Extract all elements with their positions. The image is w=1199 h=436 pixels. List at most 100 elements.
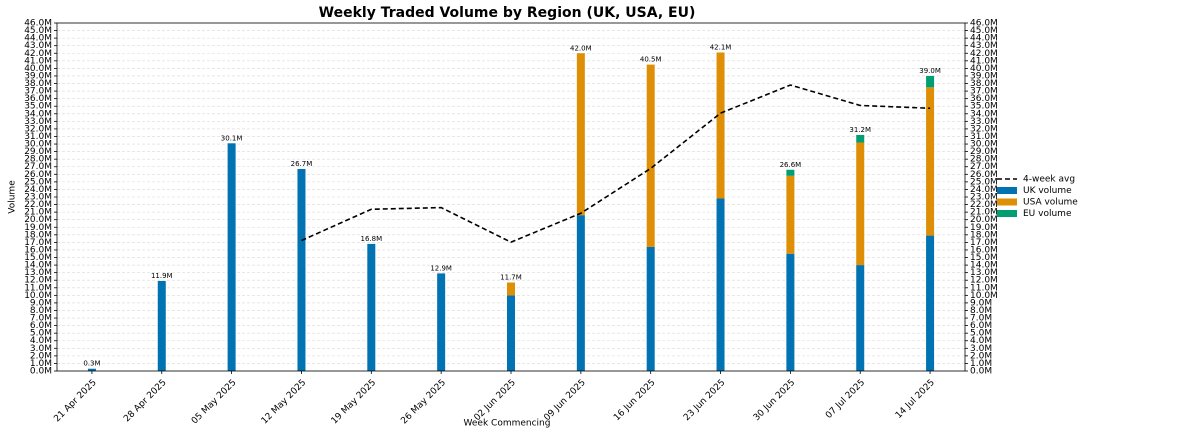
legend-swatch: [997, 198, 1017, 206]
y-tick-label: 14.0M: [24, 261, 52, 271]
y-tick-label: 28.0M: [24, 155, 52, 165]
y2-tick-label: 40.0M: [970, 64, 998, 74]
y-tick-label: 12.0M: [24, 276, 52, 286]
y2-tick-label: 20.0M: [970, 215, 998, 225]
y-tick-label: 6.0M: [30, 321, 52, 331]
y-tick-label: 0.0M: [30, 367, 52, 377]
avg-line: [301, 84, 931, 244]
x-tick-label: 12 May 2025: [260, 378, 309, 427]
x-tick-label: 09 Jun 2025: [542, 378, 587, 423]
bar-segment: [157, 280, 166, 371]
bar-segment: [646, 64, 655, 247]
y-tick-label: 18.0M: [24, 230, 52, 240]
y-tick-label: 45.0M: [24, 26, 52, 36]
y2-tick-label: 9.0M: [970, 298, 992, 308]
bar-segment: [716, 198, 725, 371]
y-tick-label: 27.0M: [24, 162, 52, 172]
bar-segment: [576, 53, 585, 216]
plot-frame: [56, 22, 966, 372]
total-label: 42.1M: [710, 44, 732, 52]
total-label: 11.7M: [500, 273, 522, 281]
x-tick-label: 28 Apr 2025: [122, 378, 168, 424]
y2-tick-label: 16.0M: [970, 245, 998, 255]
x-axis-label: Week Commencing: [464, 419, 551, 429]
y2-tick-label: 24.0M: [970, 185, 998, 195]
total-label: 30.1M: [221, 134, 243, 142]
y2-tick-label: 11.0M: [970, 283, 998, 293]
y-tick-label: 17.0M: [24, 238, 52, 248]
x-tick-label: 26 May 2025: [399, 378, 448, 427]
x-tick-label: 30 Jun 2025: [752, 378, 797, 423]
y2-tick-label: 1.0M: [970, 359, 992, 369]
legend-label: 4-week avg: [1023, 175, 1075, 185]
y2-tick-label: 27.0M: [970, 162, 998, 172]
y2-tick-label: 32.0M: [970, 124, 998, 134]
y-tick-label: 44.0M: [24, 34, 52, 44]
y2-tick-label: 29.0M: [970, 147, 998, 157]
y2-tick-label: 41.0M: [970, 56, 998, 66]
y-tick-label: 41.0M: [24, 56, 52, 66]
y-tick-label: 39.0M: [24, 71, 52, 81]
total-label: 39.0M: [919, 67, 941, 75]
bar-segment: [576, 215, 585, 371]
y2-tick-label: 15.0M: [970, 253, 998, 263]
bar-segment: [786, 253, 795, 371]
y-tick-label: 8.0M: [30, 306, 52, 316]
x-tick-label: 14 Jul 2025: [894, 378, 937, 421]
y-tick-label: 36.0M: [24, 94, 52, 104]
total-label: 26.6M: [780, 161, 802, 169]
total-label: 40.5M: [640, 56, 662, 64]
y-tick-label: 43.0M: [24, 41, 52, 51]
y2-tick-label: 18.0M: [970, 230, 998, 240]
x-tick-label: 05 May 2025: [190, 378, 239, 427]
y-tick-label: 21.0M: [24, 208, 52, 218]
y-tick-label: 40.0M: [24, 64, 52, 74]
y2-tick-label: 0.0M: [970, 367, 992, 377]
y2-tick-label: 6.0M: [970, 321, 992, 331]
y-tick-label: 3.0M: [30, 344, 52, 354]
y2-tick-label: 36.0M: [970, 94, 998, 104]
y2-tick-label: 13.0M: [970, 268, 998, 278]
y2-tick-label: 23.0M: [970, 193, 998, 203]
bar-segment: [646, 246, 655, 371]
y-tick-label: 34.0M: [24, 109, 52, 119]
total-label: 26.7M: [291, 160, 313, 168]
y2-tick-label: 26.0M: [970, 170, 998, 180]
total-label: 31.2M: [849, 126, 871, 134]
y2-tick-label: 35.0M: [970, 102, 998, 112]
y-tick-label: 9.0M: [30, 298, 52, 308]
legend-label: USA volume: [1023, 198, 1078, 208]
y2-tick-label: 12.0M: [970, 276, 998, 286]
y2-tick-label: 22.0M: [970, 200, 998, 210]
x-tick-label: 16 Jun 2025: [612, 378, 657, 423]
y2-tick-label: 5.0M: [970, 329, 992, 339]
y-tick-label: 2.0M: [30, 351, 52, 361]
y2-tick-label: 33.0M: [970, 117, 998, 127]
y-tick-label: 5.0M: [30, 329, 52, 339]
y-tick-label: 19.0M: [24, 223, 52, 233]
bar-segment: [716, 52, 725, 199]
y-tick-label: 33.0M: [24, 117, 52, 127]
bar-segment: [856, 142, 865, 266]
y-tick-label: 26.0M: [24, 170, 52, 180]
bar-segment: [437, 273, 446, 371]
legend-label: UK volume: [1023, 186, 1072, 196]
total-label: 12.9M: [430, 264, 452, 272]
y2-tick-label: 43.0M: [970, 41, 998, 51]
y-axis-label: Volume: [8, 180, 18, 214]
y2-tick-label: 14.0M: [970, 261, 998, 271]
bar-segment: [227, 143, 236, 371]
y2-tick-label: 31.0M: [970, 132, 998, 142]
y2-tick-label: 28.0M: [970, 155, 998, 165]
y-tick-label: 10.0M: [24, 291, 52, 301]
y2-tick-label: 19.0M: [970, 223, 998, 233]
y-tick-label: 20.0M: [24, 215, 52, 225]
y2-tick-label: 34.0M: [970, 109, 998, 119]
y2-tick-label: 25.0M: [970, 177, 998, 187]
y-tick-label: 29.0M: [24, 147, 52, 157]
bar-segment: [856, 265, 865, 371]
y2-tick-label: 17.0M: [970, 238, 998, 248]
y2-tick-label: 37.0M: [970, 87, 998, 97]
y-tick-label: 24.0M: [24, 185, 52, 195]
y-tick-label: 31.0M: [24, 132, 52, 142]
